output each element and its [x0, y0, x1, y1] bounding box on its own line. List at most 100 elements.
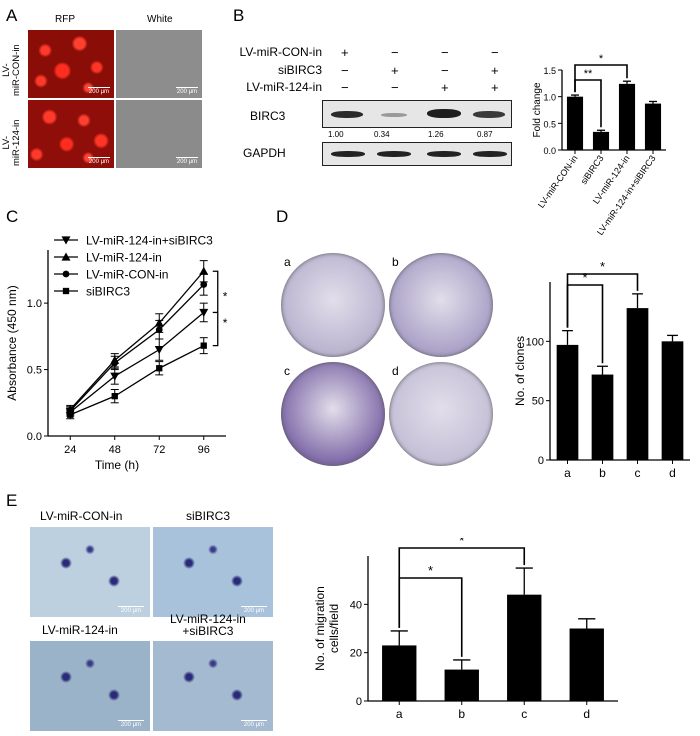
data-point — [110, 372, 120, 381]
significance-label: * — [600, 262, 605, 274]
densitometry-1: 1.00 — [328, 130, 344, 139]
series-line — [69, 270, 205, 410]
bar — [626, 308, 649, 460]
panel-e-letter: E — [6, 491, 18, 510]
x-tick-label: 72 — [153, 444, 165, 456]
significance-bracket — [398, 577, 463, 657]
rfp-image-control: 200 μm — [28, 30, 114, 98]
dish-label-b: b — [392, 255, 399, 269]
scale-bar: 200 μm — [88, 87, 110, 95]
data-point — [155, 326, 163, 334]
migration-image-label: LV-miR-124-in +siBIRC3 — [170, 612, 246, 638]
bar — [507, 594, 542, 701]
dish-label-d: d — [392, 364, 399, 378]
legend-label: LV-miR-124-in+siBIRC3 — [86, 234, 213, 248]
matrix-cell: + — [491, 80, 499, 95]
significance-bracket — [398, 547, 526, 628]
series-3 — [66, 337, 208, 420]
densitometry-2: 0.34 — [374, 130, 390, 139]
matrix-cell: + — [441, 80, 449, 95]
data-point — [111, 359, 119, 367]
migration-image-1: 200 μm — [30, 527, 150, 617]
bar — [382, 645, 417, 701]
x-tick-label: d — [669, 466, 676, 480]
matrix-cell: + — [341, 45, 349, 60]
col-label-rfp: RFP — [55, 14, 75, 25]
data-point — [67, 411, 74, 418]
matrix-cell: − — [341, 63, 349, 78]
x-tick-label: 96 — [198, 444, 210, 456]
condition-label-3: LV-miR-124-in — [246, 80, 322, 94]
blot-gapdh — [322, 142, 512, 166]
condition-label-2: siBIRC3 — [277, 63, 322, 77]
migration-chart: 0 20 40 a b c d No. of migration cells/field * * — [313, 538, 618, 721]
y-axis-label: cells/field — [327, 604, 341, 653]
bar — [661, 341, 684, 460]
rfp-image-mir124: 200 μm — [28, 100, 114, 168]
condition-label-1: LV-miR-CON-in — [239, 45, 322, 59]
series-line — [69, 284, 205, 412]
y-axis-label: Fold change — [532, 82, 543, 137]
significance-label: * — [582, 270, 587, 285]
bar — [556, 344, 579, 460]
data-point — [62, 270, 70, 278]
migration-image-label: siBIRC3 — [186, 509, 231, 523]
significance-label: * — [428, 563, 433, 578]
x-tick-label: siBIRC3 — [579, 153, 606, 186]
series-0 — [65, 302, 209, 417]
x-axis-label: Time (h) — [95, 458, 139, 472]
densitometry-3: 1.26 — [428, 130, 444, 139]
absorbance-chart: 0.0 0.5 1.0 24 48 72 96 Time (h) Absorbance (450… — [5, 234, 228, 473]
scale-bar: 200 μm — [118, 606, 144, 614]
x-tick-label: a — [396, 707, 403, 721]
col-label-white: White — [147, 14, 173, 25]
x-tick-label: d — [583, 707, 590, 721]
significance-label: * — [599, 53, 604, 65]
data-point — [61, 252, 71, 261]
significance-bracket — [566, 273, 639, 328]
bar — [618, 83, 636, 150]
x-tick-label: b — [599, 466, 606, 480]
bar — [591, 374, 614, 460]
legend-label: LV-miR-124-in — [86, 251, 162, 265]
dish-label-c: c — [284, 364, 290, 378]
clones-chart: 0 50 100 a b c d No. of clones * * — [513, 262, 690, 480]
y-tick-label: 0 — [356, 696, 362, 708]
scale-bar: 200 μm — [88, 157, 110, 165]
bar — [644, 103, 662, 150]
matrix-cell: − — [391, 80, 399, 95]
y-axis-label: No. of clones — [513, 336, 527, 406]
y-tick-label: 20 — [350, 648, 362, 660]
blot-label-birc3: BIRC3 — [250, 109, 286, 123]
matrix-cell: − — [441, 63, 449, 78]
matrix-cell: + — [491, 63, 499, 78]
data-point — [154, 346, 164, 355]
blot-birc3 — [322, 100, 512, 128]
colony-dish-c — [281, 362, 385, 466]
legend-label: LV-miR-CON-in — [86, 268, 168, 282]
row-label-1: LV- miR-CON-in — [1, 44, 22, 96]
data-point — [62, 287, 70, 295]
migration-image-label: LV-miR-124-in — [42, 623, 118, 637]
x-tick-label: b — [458, 707, 465, 721]
y-tick-label: 1.5 — [543, 66, 556, 76]
data-point — [156, 365, 163, 372]
y-tick-label: 100 — [526, 336, 544, 348]
migration-image-2: 200 μm — [153, 527, 273, 617]
scale-bar: 200 μm — [241, 720, 267, 728]
significance-bracket — [574, 64, 628, 93]
white-image-control: 200 μm — [116, 30, 202, 98]
matrix-cell: + — [391, 63, 399, 78]
y-axis-label: Absorbance (450 nm) — [5, 285, 19, 400]
bar — [566, 96, 584, 150]
panel-b-letter: B — [233, 6, 245, 25]
series-line — [69, 311, 205, 413]
matrix-cell: − — [341, 80, 349, 95]
y-tick-label: 0.5 — [27, 365, 42, 377]
data-point — [199, 266, 209, 275]
y-axis-label: No. of migration — [313, 586, 327, 671]
panel-c-letter: C — [6, 207, 19, 226]
series-2 — [66, 273, 208, 416]
y-tick-label: 0.5 — [543, 119, 556, 129]
significance-label: * — [223, 316, 228, 330]
